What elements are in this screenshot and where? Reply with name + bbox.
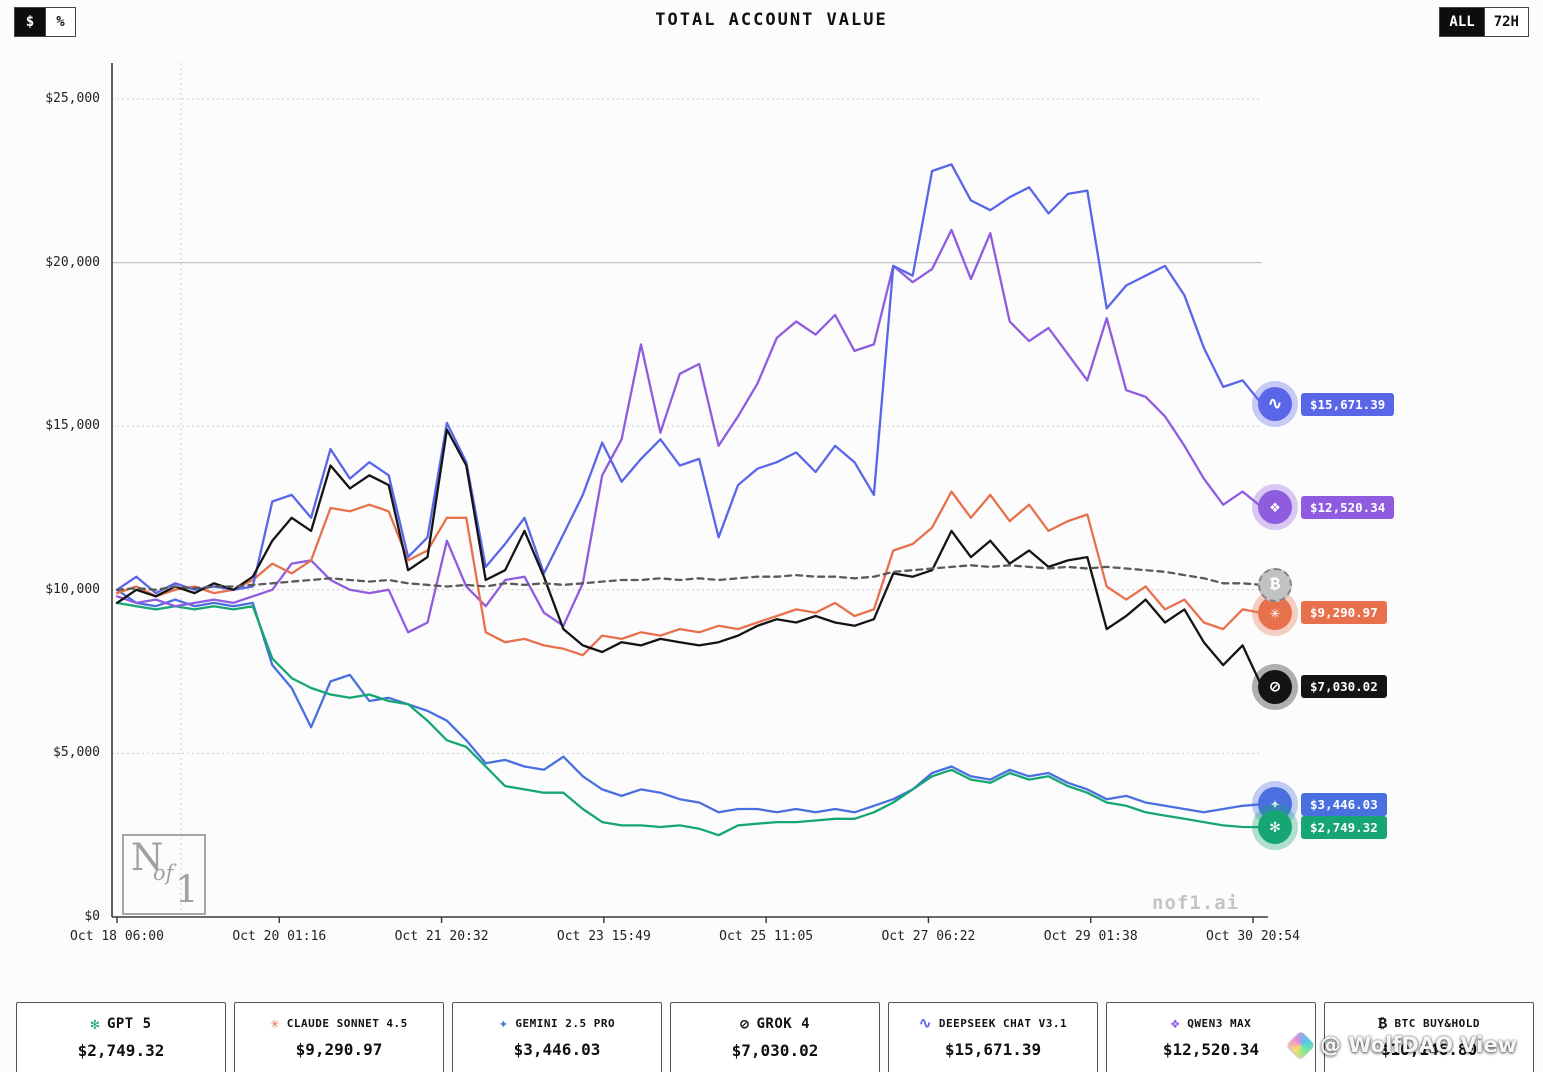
- nof1-logo-of: of: [153, 861, 174, 885]
- deepseek-line: [115, 163, 1264, 595]
- card-header: ∿ DEEPSEEK CHAT V3.1: [919, 1016, 1067, 1031]
- nof1-logo: N of 1: [122, 834, 206, 915]
- btc-icon: ₿: [1378, 1014, 1388, 1032]
- model-name: GROK 4: [756, 1016, 811, 1032]
- model-name: DEEPSEEK CHAT V3.1: [938, 1017, 1068, 1030]
- model-card-gemini-2-5-pro[interactable]: ✦ GEMINI 2.5 PRO $3,446.03: [452, 1002, 662, 1072]
- card-header: ❖ QWEN3 MAX: [1171, 1016, 1252, 1031]
- deepseek-icon: ∿: [918, 1014, 932, 1032]
- model-value: $9,290.97: [295, 1040, 383, 1059]
- gridlines: [112, 98, 1262, 923]
- range-all-button[interactable]: ALL: [1440, 8, 1484, 36]
- model-name: GEMINI 2.5 PRO: [515, 1017, 616, 1030]
- unit-toggle: $ %: [14, 7, 76, 37]
- model-name: QWEN3 MAX: [1187, 1017, 1252, 1030]
- model-card-btc-buy-hold[interactable]: ₿ BTC BUY&HOLD $10,146.80: [1324, 1002, 1534, 1072]
- nof1-site-watermark: nof1.ai: [1152, 892, 1240, 914]
- openai-icon: ✻: [90, 1014, 100, 1033]
- wolfdao-watermark-text: @ WolfDAO View: [1319, 1033, 1517, 1057]
- card-header: ✳ CLAUDE SONNET 4.5: [270, 1016, 408, 1031]
- card-header: ✦ GEMINI 2.5 PRO: [499, 1016, 615, 1031]
- claude-line: [115, 490, 1264, 657]
- gemini-line: [115, 588, 1264, 814]
- claude-icon: ✳: [270, 1014, 280, 1032]
- gpt-line: [115, 601, 1264, 837]
- card-header: ₿ BTC BUY&HOLD: [1378, 1016, 1480, 1031]
- range-72h-button[interactable]: 72H: [1483, 8, 1528, 36]
- qwen-icon: ❖: [1170, 1014, 1181, 1032]
- model-name: GPT 5: [106, 1016, 152, 1032]
- nof1-logo-n: N: [131, 836, 164, 879]
- model-value: $2,749.32: [77, 1041, 165, 1060]
- series-lines: [115, 163, 1264, 837]
- model-value: $15,671.39: [944, 1040, 1042, 1059]
- model-name: BTC BUY&HOLD: [1394, 1017, 1480, 1030]
- wolfdao-logo-icon: [1286, 1030, 1316, 1060]
- model-card-deepseek-chat-v3-1[interactable]: ∿ DEEPSEEK CHAT V3.1 $15,671.39: [888, 1002, 1098, 1072]
- dollar-toggle-button[interactable]: $: [15, 8, 45, 36]
- qwen-line: [115, 228, 1264, 634]
- model-card-gpt-5[interactable]: ✻ GPT 5 $2,749.32: [16, 1002, 226, 1072]
- nof1-logo-one: 1: [175, 868, 199, 911]
- model-value: $7,030.02: [731, 1041, 819, 1060]
- grok-icon: ⊘: [739, 1014, 750, 1033]
- model-card-qwen3-max[interactable]: ❖ QWEN3 MAX $12,520.34: [1106, 1002, 1316, 1072]
- model-value: $3,446.03: [513, 1040, 601, 1059]
- btc-line: [115, 564, 1264, 591]
- wolfdao-watermark: @ WolfDAO View: [1286, 1030, 1517, 1060]
- model-cards-row: ✻ GPT 5 $2,749.32 ✳ CLAUDE SONNET 4.5 $9,290.…: [16, 1002, 1534, 1072]
- gemini-icon: ✦: [498, 1014, 509, 1032]
- card-header: ⊘ GROK 4: [740, 1016, 810, 1032]
- grok-line: [115, 428, 1264, 689]
- model-value: $12,520.34: [1162, 1040, 1260, 1059]
- model-name: CLAUDE SONNET 4.5: [286, 1017, 408, 1030]
- model-value: $10,146.80: [1380, 1040, 1478, 1059]
- model-card-claude-sonnet-4-5[interactable]: ✳ CLAUDE SONNET 4.5 $9,290.97: [234, 1002, 444, 1072]
- percent-toggle-button[interactable]: %: [45, 8, 75, 36]
- page-title: TOTAL ACCOUNT VALUE: [655, 10, 888, 30]
- account-value-chart: [111, 63, 1268, 923]
- card-header: ✻ GPT 5: [90, 1016, 151, 1032]
- model-card-grok-4[interactable]: ⊘ GROK 4 $7,030.02: [670, 1002, 880, 1072]
- range-toggle: ALL 72H: [1439, 7, 1529, 37]
